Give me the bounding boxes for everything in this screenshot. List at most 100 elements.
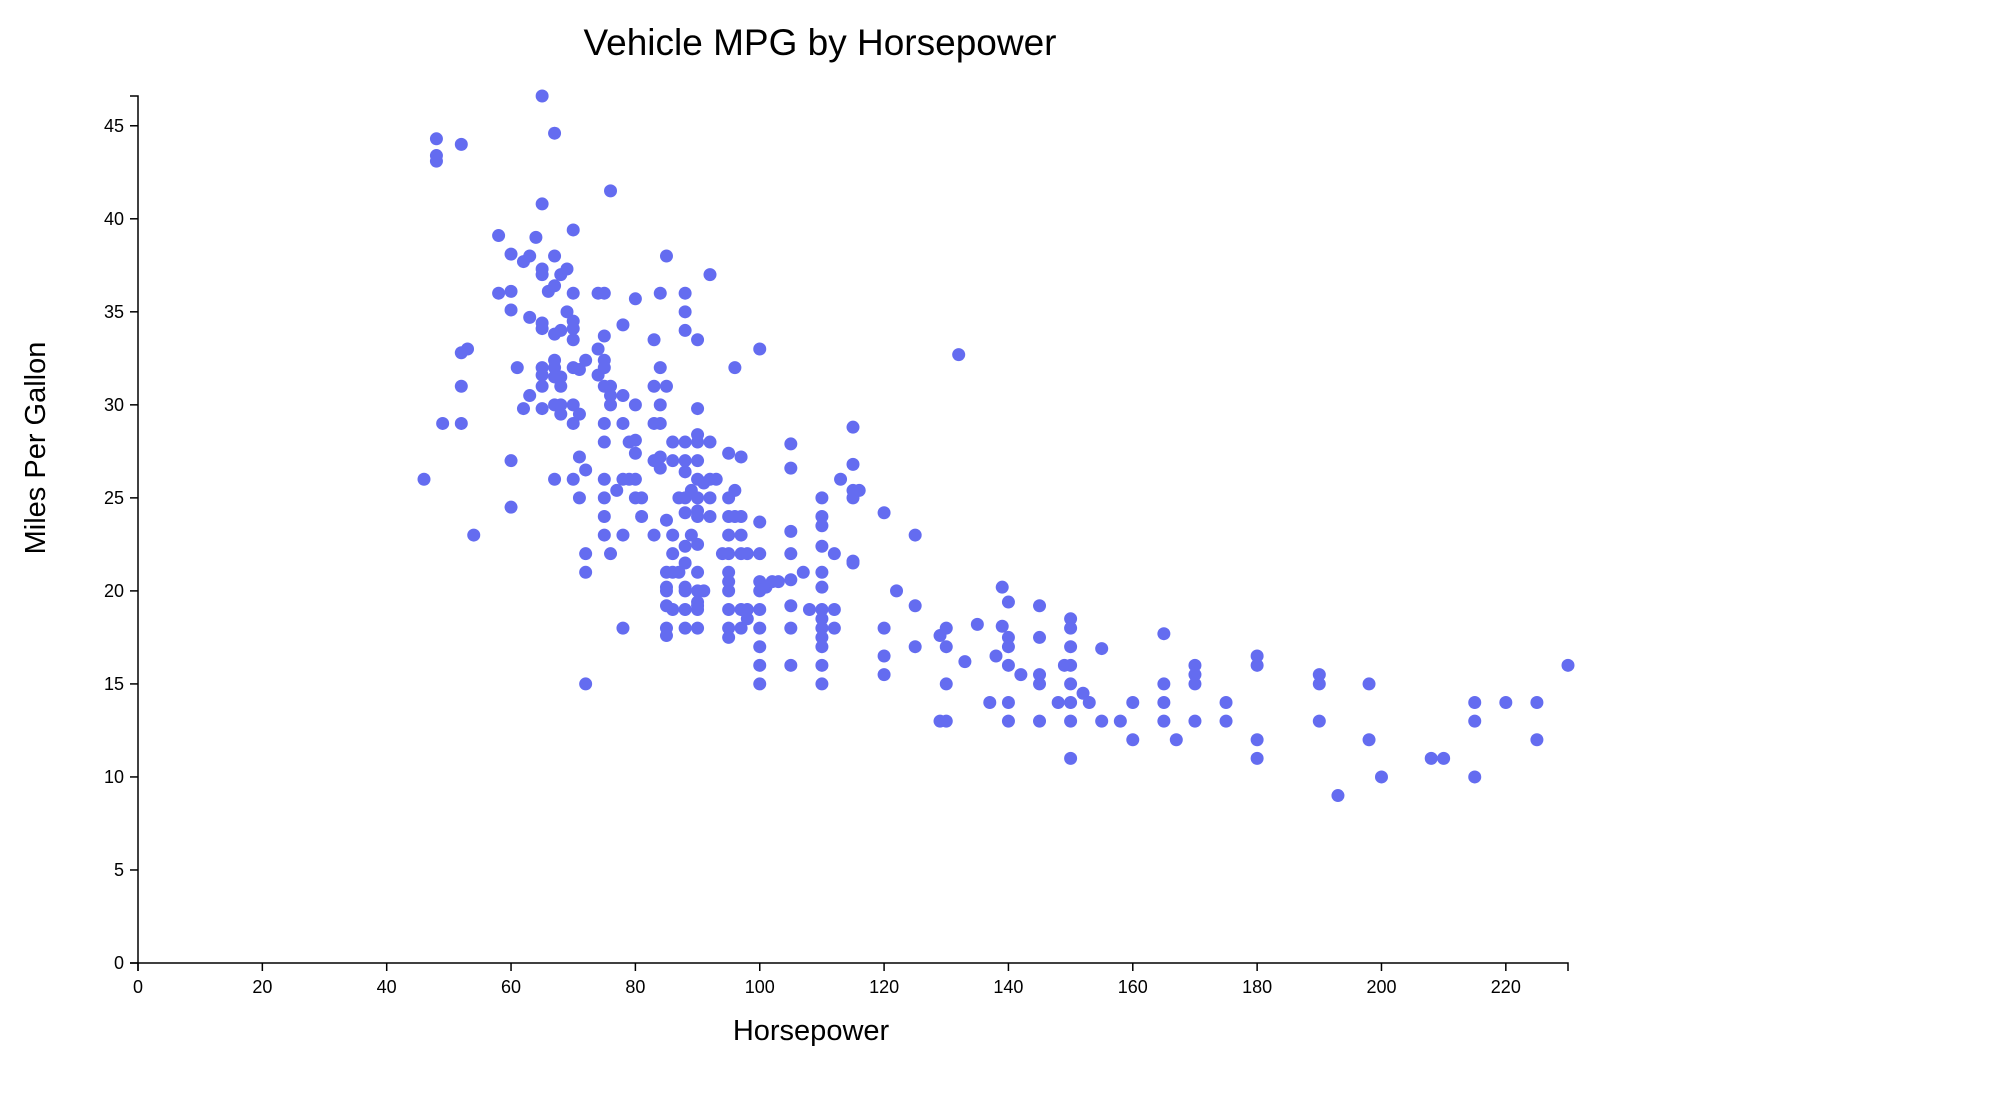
data-point [753,515,767,529]
data-point [1250,733,1264,747]
data-point [535,402,549,416]
y-tick-label: 0 [114,953,124,973]
data-point [535,89,549,103]
y-tick-label: 25 [104,488,124,508]
data-point [604,547,618,561]
data-point [572,491,586,505]
data-point [771,575,785,589]
data-point [1362,677,1376,691]
data-point [1001,630,1015,644]
data-point [815,565,829,579]
y-tick-label: 40 [104,209,124,229]
data-point [983,696,997,710]
data-point [697,584,711,598]
data-point [659,629,673,643]
data-point [678,454,692,468]
data-point [1064,640,1078,654]
data-point [846,457,860,471]
data-point [815,491,829,505]
data-point [510,361,524,375]
data-point [467,528,481,542]
data-point [815,519,829,533]
data-point [815,580,829,594]
data-point [535,268,549,282]
data-point [653,361,667,375]
data-point [1095,642,1109,656]
data-point [591,342,605,356]
data-point [548,249,562,263]
data-point [597,416,611,430]
data-point [597,509,611,523]
data-point [722,446,736,460]
data-point [597,528,611,542]
data-point [678,621,692,635]
data-point [703,509,717,523]
data-point [877,649,891,663]
data-point [504,500,518,514]
data-point [560,262,574,276]
data-point [666,547,680,561]
y-tick-label: 10 [104,767,124,787]
data-point [691,454,705,468]
data-point [653,286,667,300]
data-point [666,435,680,449]
data-point [691,537,705,551]
data-point [722,575,736,589]
data-point [691,565,705,579]
data-point [939,621,953,635]
data-point [628,433,642,447]
data-point [989,649,1003,663]
data-point [492,229,506,243]
data-point [1312,714,1326,728]
data-point [554,379,568,393]
data-point [908,528,922,542]
data-point [504,247,518,261]
data-point [784,524,798,538]
data-point [1312,668,1326,682]
data-point [1064,612,1078,626]
data-point [1468,714,1482,728]
data-point [616,318,630,332]
data-point [815,630,829,644]
data-point [722,547,736,561]
data-point [535,197,549,211]
y-tick-label: 35 [104,302,124,322]
data-point [616,621,630,635]
x-tick-label: 20 [252,977,272,997]
data-point [560,305,574,319]
data-point [566,398,580,412]
data-point [728,483,742,497]
data-point [1095,714,1109,728]
data-point [1033,630,1047,644]
x-tick-label: 180 [1242,977,1272,997]
data-point [554,323,568,337]
data-point [1051,696,1065,710]
data-point [709,472,723,486]
data-point [647,528,661,542]
data-point [834,472,848,486]
data-point [678,603,692,617]
data-point [535,368,549,382]
data-point [740,547,754,561]
data-point [1014,668,1028,682]
data-point [678,506,692,520]
data-point [691,333,705,347]
data-point [554,398,568,412]
data-point [666,603,680,617]
y-tick-label: 20 [104,581,124,601]
data-point [429,154,443,168]
data-point [659,513,673,527]
data-point [566,472,580,486]
data-point [1362,733,1376,747]
data-point [535,322,549,336]
data-point [815,612,829,626]
data-point [529,230,543,244]
data-point [1169,733,1183,747]
data-point [1188,668,1202,682]
data-point [1561,658,1575,672]
data-point [1468,696,1482,710]
data-point [678,539,692,553]
y-axis-line [130,95,139,964]
data-point [691,491,705,505]
data-point [523,389,537,403]
